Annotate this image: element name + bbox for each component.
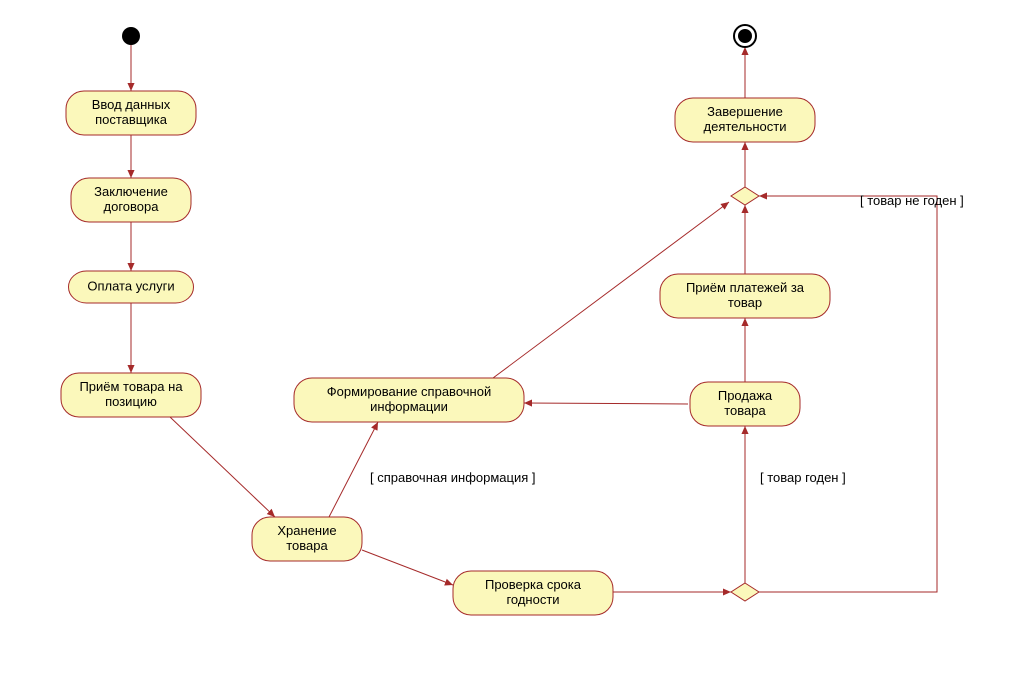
activity-label: Приём товара на <box>79 379 183 394</box>
activity-label: поставщика <box>95 112 168 127</box>
edge <box>170 417 275 517</box>
activity-label: Хранение <box>277 523 336 538</box>
activity-diagram: [ справочная информация ] [ товар годен ]… <box>0 0 1012 686</box>
activity-label: деятельности <box>704 119 787 134</box>
edge <box>524 403 688 404</box>
activity-label: Проверка срока <box>485 577 582 592</box>
decision-node <box>731 187 759 205</box>
activity-label: Продажа <box>718 388 773 403</box>
edge-label: [ справочная информация ] <box>370 470 536 485</box>
activity-label: Оплата услуги <box>87 278 174 293</box>
activity-label: товар <box>728 295 762 310</box>
edge-label: [ товар годен ] <box>760 470 846 485</box>
activity-label: договора <box>104 199 160 214</box>
activity-label: позицию <box>105 394 157 409</box>
edge-label: [ товар не годен ] <box>860 193 964 208</box>
activity-label: Формирование справочной <box>327 384 491 399</box>
activity-label: товара <box>286 538 328 553</box>
activity-label: Ввод данных <box>92 97 171 112</box>
decision-node <box>731 583 759 601</box>
activity-label: Заключение <box>94 184 168 199</box>
activity-label: товара <box>724 403 766 418</box>
final-node-inner <box>738 29 752 43</box>
initial-node <box>122 27 140 45</box>
activity-label: информации <box>370 399 448 414</box>
activity-label: Завершение <box>707 104 783 119</box>
activity-label: годности <box>506 592 559 607</box>
edge <box>362 550 453 585</box>
activity-label: Приём платежей за <box>686 280 805 295</box>
